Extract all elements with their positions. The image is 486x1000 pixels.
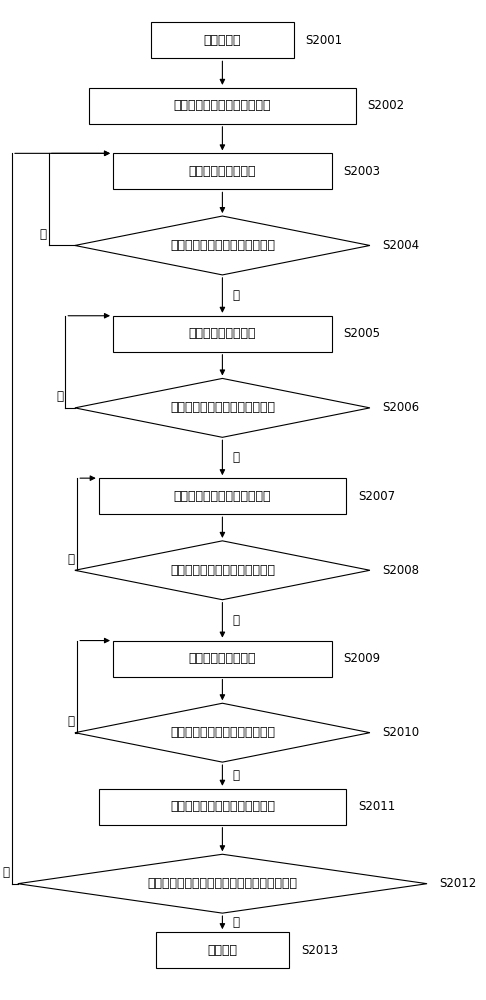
Text: 判断喷嘴是否达到圆管的最低点: 判断喷嘴是否达到圆管的最低点 [170, 401, 275, 414]
Text: 判断喷嘴是否达到圆管的最高点: 判断喷嘴是否达到圆管的最高点 [170, 726, 275, 739]
Text: 控制机器人沿管道移动预设距离: 控制机器人沿管道移动预设距离 [170, 800, 275, 813]
Text: S2011: S2011 [358, 800, 395, 813]
Polygon shape [75, 703, 370, 762]
Text: S2003: S2003 [344, 165, 381, 178]
Text: 是: 是 [232, 289, 239, 302]
Polygon shape [75, 378, 370, 437]
Text: 否: 否 [68, 553, 75, 566]
Text: S2010: S2010 [382, 726, 419, 739]
Bar [99, 789, 346, 825]
Polygon shape [18, 854, 427, 913]
Text: 判断喷嘴是否达到圆管的左端点: 判断喷嘴是否达到圆管的左端点 [170, 239, 275, 252]
Bar [156, 932, 289, 968]
Text: 是: 是 [232, 916, 239, 929]
Polygon shape [75, 541, 370, 600]
Text: 终止清洗: 终止清洗 [208, 944, 237, 957]
Text: S2006: S2006 [382, 401, 419, 414]
Text: 判断机器人移动的总距离是否达到设定总长度: 判断机器人移动的总距离是否达到设定总长度 [147, 877, 297, 890]
Bar [113, 641, 332, 677]
Text: 清洗圆管的右上壁面: 清洗圆管的右上壁面 [189, 652, 256, 665]
Text: S2012: S2012 [439, 877, 476, 890]
Bar [151, 22, 294, 58]
Polygon shape [75, 216, 370, 275]
Text: 否: 否 [68, 715, 75, 728]
Text: 是: 是 [232, 769, 239, 782]
Text: S2004: S2004 [382, 239, 419, 252]
Text: 系统初始化: 系统初始化 [204, 34, 241, 47]
Text: S2008: S2008 [382, 564, 419, 577]
Text: S2001: S2001 [306, 34, 343, 47]
Text: 控制喷嘴移动到圆管的最高点: 控制喷嘴移动到圆管的最高点 [174, 99, 271, 112]
Text: S2013: S2013 [301, 944, 338, 957]
Text: S2005: S2005 [344, 327, 381, 340]
Text: 判断喷嘴是否达到圆管的右端点: 判断喷嘴是否达到圆管的右端点 [170, 564, 275, 577]
Text: 清洗圆管的左下壁面: 清洗圆管的左下壁面 [189, 327, 256, 340]
Bar [89, 88, 356, 124]
Bar [113, 316, 332, 352]
Text: 是: 是 [232, 451, 239, 464]
Text: 否: 否 [56, 390, 63, 403]
Text: 否: 否 [3, 866, 10, 879]
Text: 是: 是 [232, 614, 239, 627]
Bar [99, 478, 346, 514]
Text: 由左向右清洗方管的右下壁面: 由左向右清洗方管的右下壁面 [174, 490, 271, 503]
Text: 否: 否 [39, 228, 46, 241]
Text: S2002: S2002 [367, 99, 405, 112]
Text: 清洗圆管的左上壁面: 清洗圆管的左上壁面 [189, 165, 256, 178]
Bar [113, 153, 332, 189]
Text: S2007: S2007 [358, 490, 395, 503]
Text: S2009: S2009 [344, 652, 381, 665]
